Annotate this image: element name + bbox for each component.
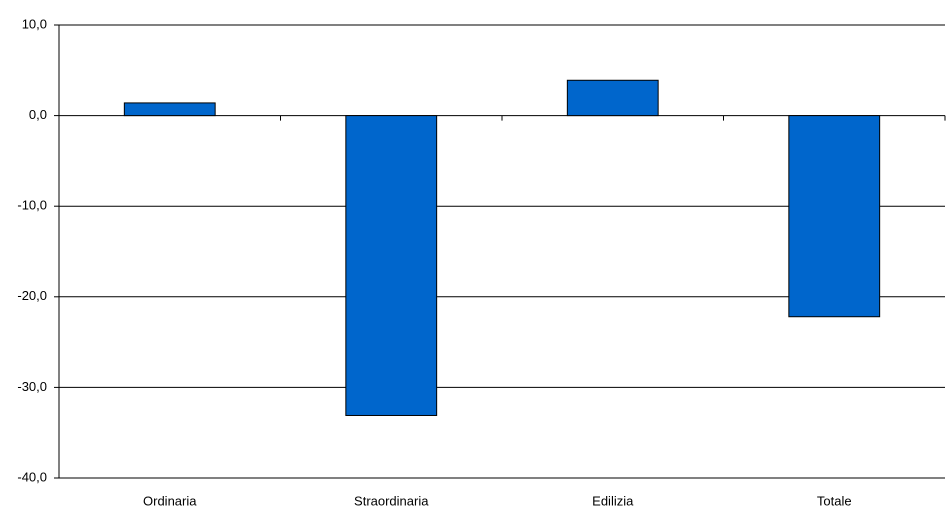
y-tick-label: 10,0 — [22, 16, 47, 31]
x-tick-label: Ordinaria — [143, 493, 197, 508]
bar — [788, 115, 881, 318]
y-tick-label: -40,0 — [17, 469, 47, 484]
y-tick-label: 0,0 — [29, 107, 47, 122]
y-tick-label: -20,0 — [17, 288, 47, 303]
y-tick-label: -10,0 — [17, 198, 47, 213]
x-tick-label: Totale — [817, 493, 852, 508]
bar — [566, 79, 659, 117]
x-tick-label: Straordinaria — [354, 493, 429, 508]
x-tick-label: Edilizia — [592, 493, 634, 508]
y-tick-label: -30,0 — [17, 379, 47, 394]
bar — [345, 115, 438, 416]
bar — [123, 102, 216, 117]
